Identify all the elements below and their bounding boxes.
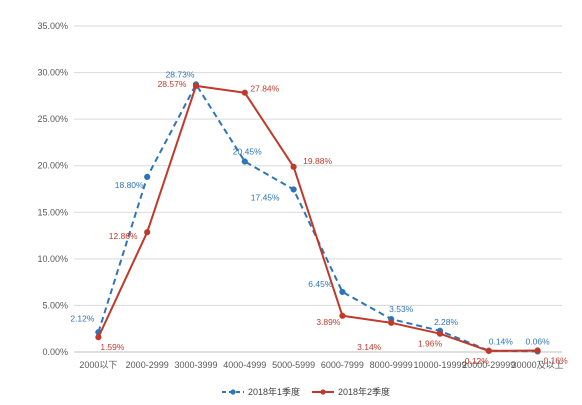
- series-point: [241, 158, 248, 165]
- x-tick-label: 30000及以上: [512, 360, 564, 370]
- data-label: 6.45%: [308, 279, 333, 289]
- data-label: 1.96%: [418, 339, 443, 349]
- x-tick-label: 3000-3999: [174, 360, 217, 370]
- data-label: 18.80%: [115, 180, 144, 190]
- data-label: 3.14%: [357, 342, 382, 352]
- legend-marker: [320, 389, 326, 395]
- axes: 0.00% 5.00% 10.00% 15.00% 20.00% 25.00% 30.00%…: [37, 21, 563, 370]
- data-label: 19.88%: [303, 156, 332, 166]
- y-tick-label: 20.00%: [37, 161, 68, 171]
- x-tick-label: 8000-9999: [370, 360, 413, 370]
- x-tick-label: 2000-2999: [126, 360, 169, 370]
- series-line: [97, 83, 538, 353]
- series-point: [534, 347, 541, 354]
- series-point: [192, 82, 200, 89]
- legend: 2018年1季度 2018年2季度: [222, 386, 390, 397]
- x-tick-label: 2000以下: [79, 360, 117, 370]
- legend-marker: [230, 389, 236, 395]
- data-label: 0.16%: [544, 356, 569, 366]
- series-point: [290, 186, 297, 193]
- legend-label: 2018年2季度: [338, 386, 390, 397]
- legend-entry: 2018年2季度: [312, 386, 390, 397]
- y-tick-label: 25.00%: [37, 114, 68, 124]
- data-label: 28.57%: [158, 79, 187, 89]
- data-label: 17.45%: [251, 192, 280, 202]
- y-tick-label: 15.00%: [37, 207, 68, 217]
- data-label: 3.89%: [316, 317, 341, 327]
- series-point: [95, 334, 102, 341]
- legend-entry: 2018年1季度: [222, 386, 300, 397]
- series-point: [241, 89, 248, 96]
- data-label: 2.12%: [70, 313, 95, 323]
- series-point: [436, 330, 444, 337]
- y-tick-label: 30.00%: [37, 68, 68, 78]
- data-label: 1.59%: [100, 342, 125, 352]
- gridlines: [74, 25, 562, 353]
- data-label: 0.14%: [489, 337, 514, 347]
- y-tick-label: 35.00%: [37, 21, 68, 31]
- series-point: [144, 229, 151, 236]
- y-tick-label: 0.00%: [42, 347, 68, 357]
- series-point: [485, 347, 492, 354]
- x-tick-label: 4000-4999: [223, 360, 266, 370]
- x-tick-label: 6000-7999: [321, 360, 364, 370]
- x-tick-label: 5000-5999: [272, 360, 315, 370]
- x-tick-label: 10000-19999: [413, 360, 466, 370]
- data-label: 0.12%: [465, 356, 490, 366]
- data-label: 3.53%: [389, 304, 414, 314]
- y-tick-label: 10.00%: [37, 254, 68, 264]
- series-point: [144, 173, 151, 180]
- data-label: 0.06%: [526, 336, 551, 346]
- data-labels: 2.12% 18.80% 28.73% 20.45% 17.45% 6.45% 3.53% 2…: [70, 69, 568, 365]
- series-point: [339, 312, 346, 319]
- legend-label: 2018年1季度: [248, 386, 300, 397]
- y-tick-label: 5.00%: [42, 300, 68, 310]
- data-label: 2.28%: [434, 317, 459, 327]
- series-point: [290, 163, 297, 170]
- series-point: [388, 319, 395, 326]
- data-label: 28.73%: [166, 69, 195, 79]
- series-point: [339, 288, 346, 296]
- data-label: 20.45%: [233, 147, 262, 157]
- data-label: 12.86%: [109, 231, 138, 241]
- x-tick-label: 20000-29999: [462, 360, 515, 370]
- data-label: 27.84%: [250, 84, 279, 94]
- series: [95, 81, 541, 355]
- series-line: [97, 84, 538, 352]
